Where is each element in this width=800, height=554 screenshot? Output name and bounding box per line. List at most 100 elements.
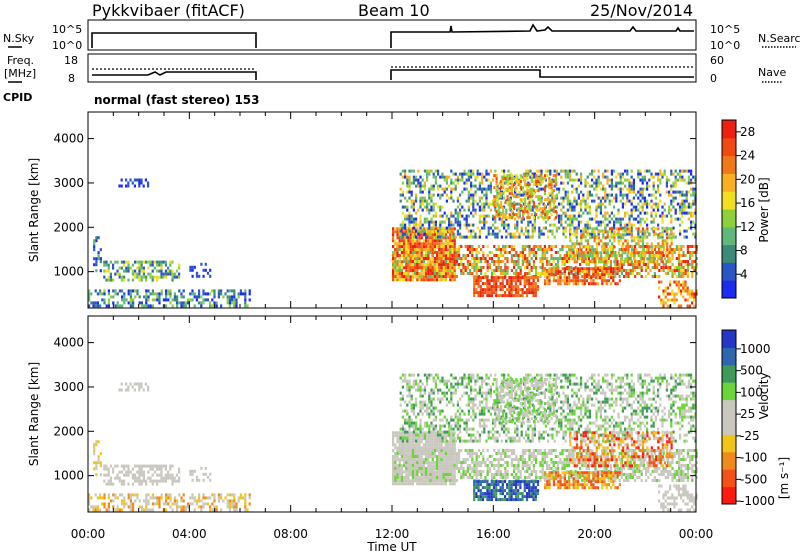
- power-cell: [565, 257, 568, 260]
- power-cell: [684, 269, 687, 272]
- power-cell: [501, 294, 504, 298]
- velocity-cell: [167, 470, 170, 474]
- power-cell: [584, 251, 587, 255]
- power-cell: [637, 214, 640, 218]
- power-cell: [566, 175, 569, 179]
- power-cell: [454, 178, 457, 182]
- power-cell: [559, 273, 562, 277]
- power-cell: [470, 184, 473, 188]
- power-cell: [501, 279, 504, 283]
- power-cell: [483, 223, 486, 227]
- nave-trace: [92, 66, 694, 70]
- power-cell: [88, 295, 91, 299]
- power-cell: [491, 257, 494, 260]
- power-cell: [451, 245, 454, 249]
- power-cell: [497, 210, 500, 214]
- power-cell: [639, 257, 642, 261]
- velocity-cell: [118, 479, 121, 483]
- power-cell: [451, 248, 454, 251]
- power-cell: [535, 189, 538, 193]
- velocity-cell: [431, 482, 434, 486]
- power-cell: [421, 202, 424, 206]
- velocity-cell: [180, 499, 183, 503]
- power-cell: [631, 269, 634, 272]
- velocity-cell: [398, 431, 401, 435]
- power-cell: [686, 266, 689, 269]
- power-cell: [406, 175, 409, 179]
- power-cell: [515, 272, 518, 275]
- power-cell: [676, 202, 679, 206]
- velocity-cell: [88, 496, 91, 500]
- velocity-cell: [95, 464, 98, 468]
- power-cell: [573, 229, 576, 233]
- velocity-cell: [204, 472, 207, 476]
- velocity-cell: [427, 443, 430, 447]
- power-cell: [659, 235, 662, 239]
- power-cell: [664, 251, 667, 254]
- power-cell: [429, 248, 432, 252]
- power-cell: [422, 275, 425, 279]
- power-cell: [666, 251, 669, 255]
- power-cell: [554, 180, 558, 184]
- power-cell: [572, 251, 575, 254]
- power-cell: [510, 192, 514, 196]
- power-cell: [683, 235, 686, 239]
- power-cell: [570, 270, 573, 274]
- power-cell: [652, 181, 655, 185]
- power-cell: [423, 187, 426, 191]
- power-cell: [513, 195, 516, 199]
- power-cell: [406, 205, 409, 209]
- velocity-cell: [125, 473, 128, 477]
- power-cell: [604, 169, 607, 173]
- power-cell: [411, 269, 414, 272]
- power-cell: [138, 178, 141, 182]
- power-cell: [600, 254, 603, 258]
- power-cell: [675, 283, 678, 287]
- power-cell: [560, 223, 563, 227]
- velocity-cell: [431, 443, 434, 447]
- power-cell: [620, 254, 623, 257]
- power-cell: [505, 208, 508, 212]
- power-cell: [405, 275, 408, 279]
- power-cell: [415, 220, 418, 224]
- power-cell: [590, 279, 593, 283]
- power-cell: [659, 248, 662, 252]
- power-cell: [440, 239, 443, 243]
- power-cell: [94, 304, 97, 308]
- power-cell: [632, 205, 635, 209]
- power-cell: [442, 245, 445, 248]
- power-cell: [569, 236, 572, 240]
- power-cell: [665, 175, 668, 179]
- power-cell: [669, 292, 672, 296]
- power-cell: [569, 254, 572, 258]
- power-cell: [690, 205, 693, 209]
- power-cell: [677, 280, 680, 284]
- power-cell: [485, 187, 488, 191]
- power-cell: [682, 289, 685, 293]
- velocity-cell: [213, 505, 216, 509]
- power-cell: [639, 169, 642, 173]
- power-cell: [419, 226, 422, 230]
- velocity-cell: [248, 502, 251, 506]
- power-cell: [178, 266, 181, 270]
- power-cell: [617, 220, 620, 224]
- power-cell: [599, 211, 602, 215]
- power-cell: [652, 217, 655, 221]
- power-cell: [450, 178, 453, 182]
- power-cell: [406, 217, 409, 221]
- power-cell: [439, 226, 442, 230]
- power-cell: [684, 298, 687, 302]
- power-cell: [624, 233, 627, 237]
- power-cell: [392, 254, 395, 257]
- power-cell: [239, 289, 242, 293]
- power-cell: [403, 230, 406, 234]
- power-cell: [666, 260, 669, 264]
- power-cell: [571, 217, 574, 221]
- power-cell: [132, 298, 135, 302]
- power-cell: [521, 207, 525, 211]
- power-cell: [581, 257, 584, 260]
- power-cell: [456, 211, 459, 215]
- power-cell: [409, 242, 412, 246]
- power-cell: [473, 291, 476, 295]
- power-cell: [411, 257, 414, 260]
